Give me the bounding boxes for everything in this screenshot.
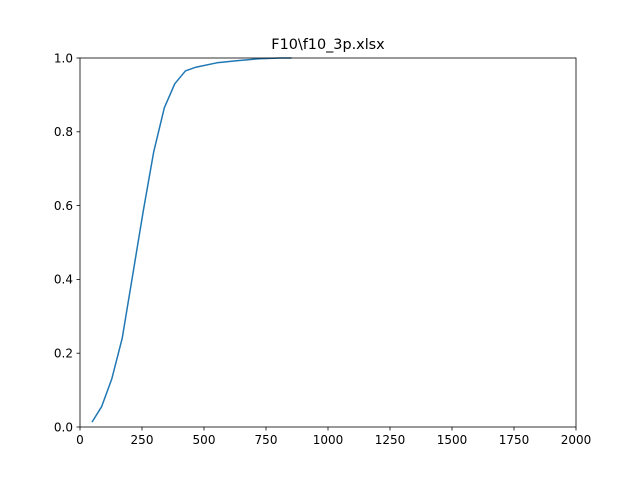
x-tick-label: 250: [131, 433, 154, 447]
x-tick-label: 750: [255, 433, 278, 447]
y-tick-label: 0.2: [54, 347, 73, 361]
x-tick-label: 2000: [561, 433, 592, 447]
y-tick-label: 0.4: [54, 273, 73, 287]
y-tick-label: 1.0: [54, 51, 73, 65]
x-tick-label: 0: [76, 433, 84, 447]
x-tick-label: 500: [193, 433, 216, 447]
axes-layer: 0 250 500 750 1000 1250 1500 1750 2000 0.0 0.2 0.4 0…: [54, 51, 591, 447]
series-layer: [91, 57, 292, 423]
y-tick-label: 0.6: [54, 199, 73, 213]
series-line-0: [91, 57, 292, 423]
x-tick-label: 1250: [375, 433, 406, 447]
x-tick-label: 1500: [437, 433, 468, 447]
y-tick-label: 0.8: [54, 125, 73, 139]
x-tick-label: 1000: [313, 433, 344, 447]
chart-title: F10\f10_3p.xlsx: [271, 37, 385, 53]
x-tick-label: 1750: [499, 433, 530, 447]
y-tick-label: 0.0: [54, 420, 73, 434]
